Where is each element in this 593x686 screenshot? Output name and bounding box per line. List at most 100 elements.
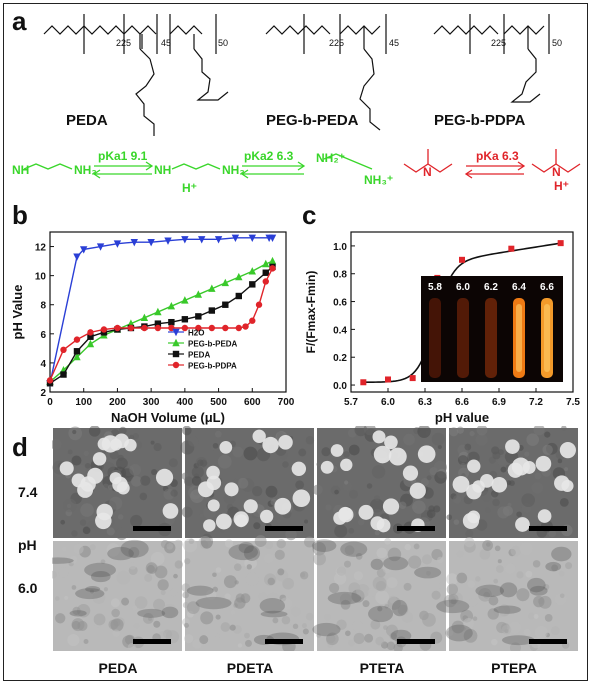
tem-texture [109, 450, 119, 460]
tem-texture [224, 539, 234, 548]
tem-texture [160, 590, 166, 596]
tem-texture [150, 440, 155, 445]
panel-a-structures: 225 45 50 225 45 225 50 [43, 14, 562, 136]
tem-texture [87, 521, 96, 530]
micelle [384, 435, 398, 450]
tem-texture [151, 469, 158, 476]
tem-texture [493, 578, 499, 584]
tem-texture [533, 613, 539, 619]
micelle [124, 438, 137, 452]
titration-chart: 0 100 200 300 400 500 600 700 2 4 6 8 10 12 NaOH Volum… [10, 231, 295, 425]
data-point [87, 333, 94, 340]
tem-texture [71, 455, 82, 466]
tem-texture [516, 511, 522, 518]
y-tick-label: 0.0 [333, 381, 347, 392]
data-point [235, 292, 242, 300]
tem-texture [101, 461, 115, 475]
micelle [291, 461, 307, 477]
tem-texture [188, 436, 199, 447]
aggregate [186, 585, 214, 596]
aggregate [414, 566, 442, 579]
tem-texture [295, 480, 305, 490]
x-axis-label: NaOH Volume (μL) [111, 410, 225, 425]
tem-texture [446, 573, 458, 586]
tem-texture [316, 633, 321, 638]
y-tick-label: 6 [40, 330, 46, 341]
tem-texture [60, 519, 66, 525]
label-peg-b-peda: PEG-b-PEDA [266, 112, 359, 129]
svg-text:NH: NH [12, 163, 29, 177]
x-tick-label: 100 [75, 397, 92, 408]
tem-texture [344, 480, 349, 485]
tem-texture [428, 505, 435, 512]
tem-texture [215, 567, 222, 573]
legend-marker [172, 328, 180, 337]
tem-texture [181, 583, 191, 592]
data-point [154, 324, 162, 332]
tem-texture [497, 456, 507, 466]
tem-texture [170, 489, 178, 497]
tem-texture [521, 493, 535, 507]
y-tick-label: 8 [40, 301, 46, 312]
y-tick-label: 2 [40, 388, 46, 399]
data-point [195, 313, 202, 320]
tem-texture [186, 601, 200, 615]
tem-texture [265, 541, 273, 549]
aggregate [436, 599, 470, 614]
tem-texture [329, 454, 341, 466]
panel-d-letter: d [12, 432, 28, 462]
data-point [100, 326, 108, 333]
data-point [269, 265, 276, 272]
y-tick-label: 12 [35, 243, 47, 254]
tem-micrograph-grid [52, 426, 578, 651]
tem-texture [426, 509, 436, 519]
tem-texture [232, 446, 244, 458]
micelle [373, 445, 392, 464]
tem-texture [128, 562, 137, 570]
y-tick-label: 0.2 [333, 353, 347, 364]
tem-texture [532, 560, 541, 568]
tem-panel-r1-c0 [52, 539, 183, 651]
tem-texture [119, 426, 127, 435]
inset-label: 6.0 [456, 282, 470, 293]
tem-texture [264, 553, 274, 564]
tem-panel-r0-c0 [52, 426, 182, 541]
tem-texture [403, 433, 415, 446]
tem-texture [183, 622, 189, 628]
data-point [222, 301, 229, 308]
data-point [147, 238, 155, 247]
tem-panel-r0-c2 [312, 426, 447, 538]
tem-texture [348, 527, 355, 534]
tem-texture [67, 449, 73, 455]
micelle [370, 516, 385, 531]
x-tick-label: 400 [177, 397, 194, 408]
tem-texture [481, 491, 492, 502]
micelle [462, 512, 480, 530]
data-point [208, 324, 216, 332]
tem-texture [507, 502, 512, 507]
tem-texture [451, 620, 465, 634]
tem-texture [132, 605, 138, 611]
micelle [340, 458, 353, 472]
tem-texture [153, 443, 162, 452]
tem-texture [357, 518, 365, 526]
col-label-ptepa: PTEPA [491, 660, 537, 676]
tem-texture [312, 542, 326, 556]
tem-texture [558, 570, 565, 577]
tem-texture [233, 563, 242, 571]
tem-texture [324, 613, 331, 621]
tem-texture [111, 608, 120, 618]
tem-texture [325, 504, 332, 511]
legend-label: PEG-b-PEDA [188, 340, 238, 349]
tem-texture [133, 622, 140, 629]
micelle [206, 475, 222, 491]
tem-texture [431, 590, 441, 600]
tem-texture [106, 527, 115, 536]
tem-texture [71, 585, 77, 590]
y-tick-label: 0.8 [333, 270, 347, 281]
aggregate [391, 599, 408, 617]
series-3 [46, 265, 276, 384]
tem-texture [353, 632, 365, 645]
tem-texture [82, 526, 91, 535]
micelle [155, 468, 174, 486]
